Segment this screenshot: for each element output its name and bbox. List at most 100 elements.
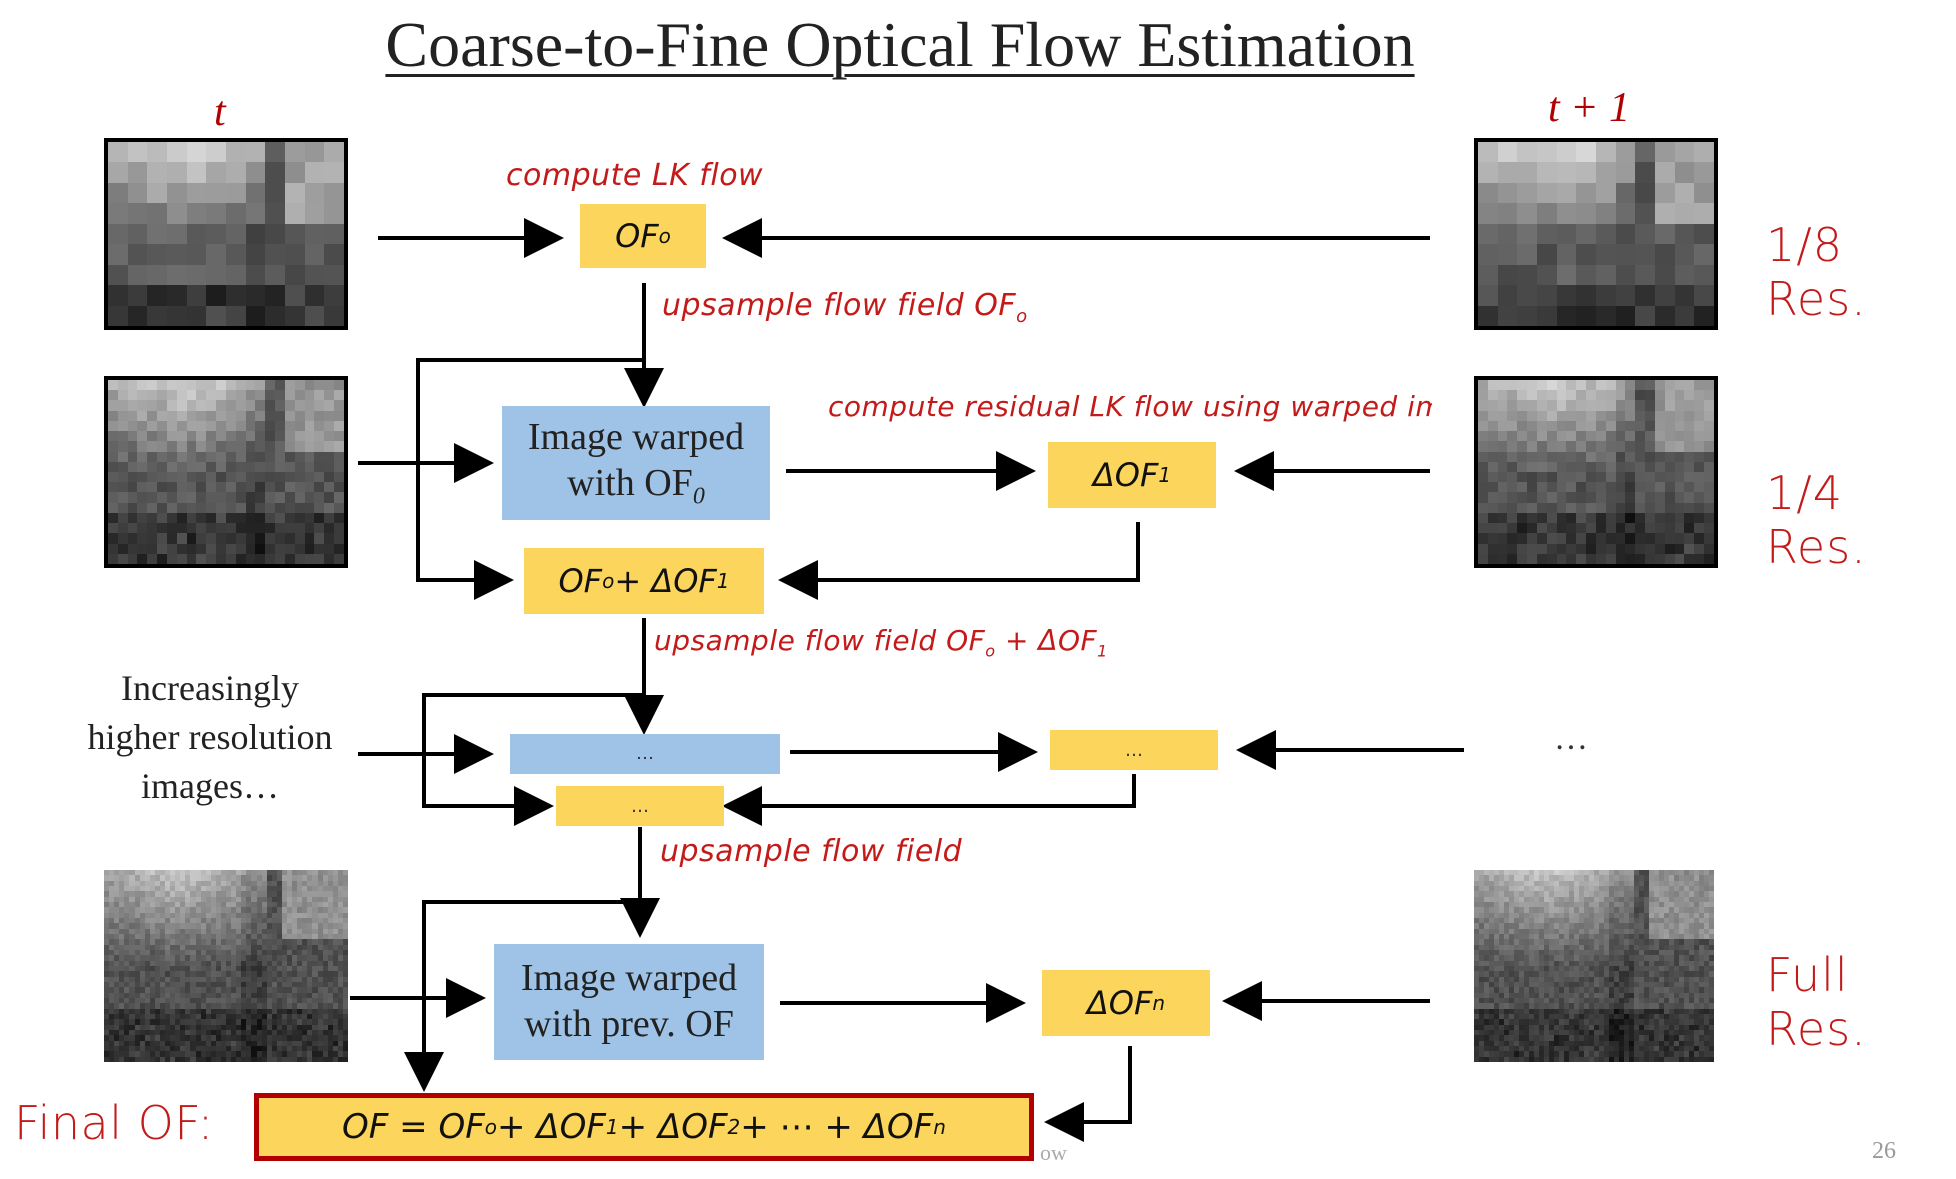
pixel — [129, 987, 135, 993]
pixel — [1594, 870, 1599, 876]
pixel — [1494, 875, 1499, 881]
pixel — [1615, 502, 1626, 513]
pixel — [1644, 880, 1649, 886]
pixel — [215, 1008, 221, 1014]
pixel — [1576, 182, 1596, 204]
pixel — [275, 512, 285, 524]
pixel — [185, 1029, 191, 1036]
pixel — [337, 933, 343, 940]
pixel — [215, 939, 221, 945]
pixel — [231, 896, 237, 902]
pixel — [1614, 912, 1619, 918]
pixel — [1549, 976, 1554, 982]
pixel — [1579, 1056, 1584, 1062]
pixel — [1664, 1024, 1669, 1030]
pixel — [342, 997, 348, 1004]
pixel — [1566, 390, 1577, 401]
pixel — [332, 1019, 338, 1025]
pixel — [322, 1024, 328, 1030]
pixel — [195, 1045, 201, 1052]
pixel — [1649, 1013, 1654, 1020]
pixel — [1614, 1040, 1619, 1046]
pixel — [255, 461, 266, 472]
pixel — [185, 1024, 191, 1030]
pixel — [1524, 1008, 1529, 1014]
pixel — [236, 1056, 242, 1062]
pixel — [1544, 885, 1549, 892]
pixel — [185, 1008, 191, 1014]
pixel — [276, 1040, 282, 1046]
pixel — [1674, 533, 1685, 544]
pixel — [1615, 471, 1626, 483]
pixel — [1576, 482, 1587, 493]
pixel — [166, 451, 177, 462]
pixel — [139, 912, 145, 918]
pixel — [1595, 203, 1616, 224]
pixel — [1529, 1003, 1534, 1009]
pixel — [1536, 223, 1557, 245]
pixel — [175, 955, 181, 961]
pixel — [261, 1019, 267, 1025]
pixel — [314, 543, 325, 554]
pixel — [1664, 885, 1669, 892]
pixel — [1699, 1035, 1704, 1041]
pixel — [1574, 901, 1579, 908]
pixel — [124, 1035, 130, 1041]
pixel — [1694, 441, 1705, 452]
pixel — [1659, 1013, 1664, 1020]
pixel — [332, 1024, 338, 1030]
pixel — [284, 223, 305, 245]
pixel — [1589, 1019, 1594, 1025]
pixel — [292, 896, 298, 902]
pixel — [1615, 451, 1626, 462]
pixel — [304, 400, 315, 411]
pixel — [271, 1008, 277, 1014]
pixel — [241, 870, 247, 876]
pixel — [170, 901, 176, 908]
pixel — [1559, 870, 1564, 876]
pixel — [1674, 992, 1679, 998]
pixel — [1474, 1045, 1479, 1052]
pixel — [119, 1040, 125, 1046]
pixel — [1546, 523, 1557, 534]
pixel — [1614, 885, 1619, 892]
pixel — [1514, 1035, 1519, 1041]
pixel — [1499, 971, 1504, 977]
pixel — [271, 880, 277, 886]
pixel — [1674, 901, 1679, 908]
pixel — [114, 971, 120, 977]
pixel — [1536, 441, 1547, 452]
pixel — [176, 553, 187, 564]
pixel — [175, 1013, 181, 1020]
pixel — [185, 1045, 191, 1052]
pixel — [226, 870, 232, 876]
pixel — [104, 1013, 110, 1020]
pixel — [1529, 928, 1534, 934]
pixel — [322, 1019, 328, 1025]
pixel — [236, 891, 242, 897]
pixel — [196, 523, 207, 534]
pixel — [185, 1003, 191, 1009]
pixel — [1599, 976, 1604, 982]
pixel — [312, 971, 318, 977]
pixel — [1694, 1029, 1699, 1036]
pixel — [144, 891, 150, 897]
pixel — [1664, 1029, 1669, 1036]
pixel — [1564, 939, 1569, 945]
pixel — [144, 949, 150, 956]
pixel — [190, 955, 196, 961]
pixel — [226, 907, 232, 913]
pixel — [154, 1045, 160, 1052]
pixel — [332, 992, 338, 998]
pixel — [1517, 441, 1528, 452]
pixel — [1489, 875, 1494, 881]
annotation-compute-lk: compute LK flow — [506, 158, 764, 193]
pixel — [281, 896, 287, 902]
pixel — [109, 923, 115, 929]
pixel — [1709, 971, 1714, 977]
pixel — [1659, 875, 1664, 881]
pixel — [1605, 533, 1616, 544]
pixel — [251, 1019, 257, 1025]
pixel — [147, 543, 158, 554]
pixel — [1539, 949, 1544, 956]
